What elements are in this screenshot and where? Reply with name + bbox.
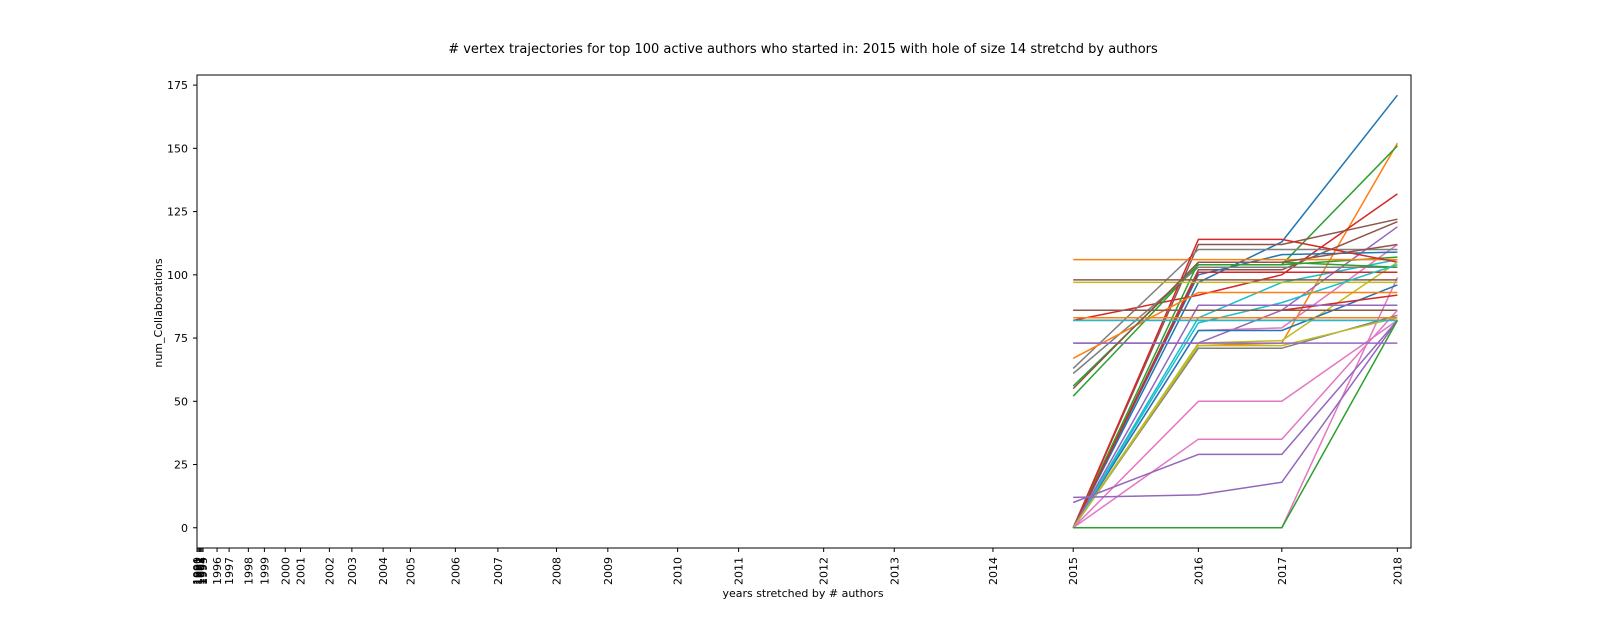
y-tick-label: 25 xyxy=(174,459,188,472)
x-tick-label: 2002 xyxy=(323,557,336,585)
x-tick-label: 1999 xyxy=(258,557,271,585)
x-tick-label: 1993 xyxy=(195,557,208,585)
series-line xyxy=(1072,238,1398,529)
x-tick-label: 2005 xyxy=(404,557,417,585)
series-line xyxy=(1072,218,1398,529)
series-line xyxy=(1072,304,1398,529)
series-line xyxy=(1073,193,1398,322)
series-line xyxy=(1072,243,1398,529)
series-line xyxy=(1072,243,1398,390)
x-tick-label: 2006 xyxy=(449,557,462,585)
x-tick-label: 2016 xyxy=(1192,557,1205,585)
x-tick-label: 2017 xyxy=(1276,557,1289,585)
y-tick-label: 0 xyxy=(181,522,188,535)
y-axis: 0 25 50 75 100 125 150 175 xyxy=(167,79,197,535)
series-line xyxy=(1073,320,1399,529)
series-line xyxy=(1072,317,1398,529)
plot-frame xyxy=(196,74,1412,549)
series-line xyxy=(1072,258,1398,529)
x-tick-label: 2007 xyxy=(492,557,505,585)
x-axis-label: years stretched by # authors xyxy=(722,587,883,600)
series-line xyxy=(1072,309,1398,529)
x-tick-label: 1991 xyxy=(192,557,205,585)
x-tick-label: 2013 xyxy=(888,557,901,585)
x-tick-label: 2000 xyxy=(279,557,292,585)
x-tick-label: 2010 xyxy=(672,557,685,585)
series-line xyxy=(1072,251,1398,529)
y-tick-label: 150 xyxy=(167,142,188,155)
x-tick-label: 2008 xyxy=(550,557,563,585)
x-tick-label: 2004 xyxy=(377,557,390,585)
series-line xyxy=(1072,284,1398,529)
series-line xyxy=(1072,94,1398,529)
x-tick-label: 2009 xyxy=(602,557,615,585)
series-line xyxy=(1073,277,1399,529)
x-tick-label: 2018 xyxy=(1391,557,1404,585)
series-line xyxy=(1072,142,1399,529)
x-tick-label: 2011 xyxy=(733,557,746,585)
series-line xyxy=(1072,271,1398,529)
x-tick-label: 1994 xyxy=(196,557,209,585)
x-tick-label: 2014 xyxy=(987,557,1000,585)
plot-lines xyxy=(1072,94,1399,529)
y-tick-label: 125 xyxy=(167,206,188,219)
series-line xyxy=(1072,248,1398,369)
x-tick-label: 1997 xyxy=(223,557,236,585)
x-tick-label: 2003 xyxy=(346,557,359,585)
x-tick-label: 1996 xyxy=(211,557,224,585)
series-line xyxy=(1072,256,1398,397)
series-line xyxy=(1073,319,1399,499)
series-line xyxy=(1072,263,1398,529)
x-tick-label: 1995 xyxy=(197,557,210,585)
y-tick-label: 75 xyxy=(174,332,188,345)
series-line xyxy=(1072,319,1398,504)
y-tick-label: 175 xyxy=(167,79,188,92)
chart-title: # vertex trajectories for top 100 active… xyxy=(448,42,1158,57)
x-tick-label: 2001 xyxy=(295,557,308,585)
series-line xyxy=(1072,319,1398,529)
x-tick-label: 1990 xyxy=(191,557,204,585)
x-tick-label: 2012 xyxy=(818,557,831,585)
x-tick-label: 1998 xyxy=(242,557,255,585)
y-tick-label: 50 xyxy=(174,395,188,408)
x-tick-label: 1992 xyxy=(193,557,206,585)
y-axis-label: num_Collaborations xyxy=(152,258,165,367)
x-tick-label: 2015 xyxy=(1067,557,1080,585)
y-tick-label: 100 xyxy=(167,269,188,282)
